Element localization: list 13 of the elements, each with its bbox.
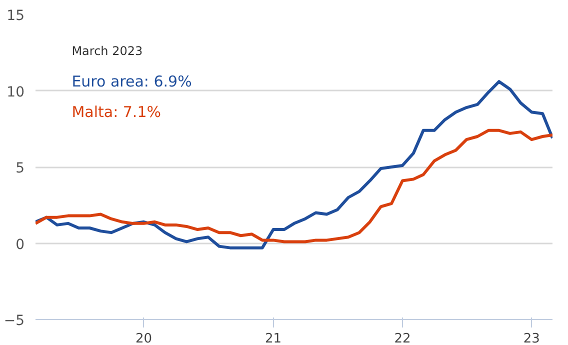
annotation: Euro area: 6.9% <box>72 72 192 91</box>
x-tick-label: 22 <box>394 332 411 345</box>
x-tick-label: 21 <box>265 332 282 345</box>
y-tick-label: −5 <box>4 313 25 329</box>
y-tick-label: 10 <box>6 84 25 100</box>
y-tick-label: 15 <box>6 8 25 24</box>
y-tick-label: 0 <box>16 236 25 253</box>
x-tick-label: 20 <box>136 332 152 345</box>
y-tick-label: 5 <box>16 160 25 176</box>
line-series <box>36 128 552 244</box>
annotation: Malta: 7.1% <box>72 103 162 122</box>
x-tick-label: 23 <box>523 332 540 345</box>
annotation: March 2023 <box>72 44 143 58</box>
